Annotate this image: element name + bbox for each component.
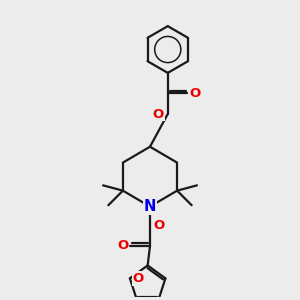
Text: O: O xyxy=(133,272,144,285)
Text: O: O xyxy=(154,219,165,232)
Text: O: O xyxy=(153,107,164,121)
Text: N: N xyxy=(144,199,156,214)
Text: O: O xyxy=(189,87,200,100)
Text: O: O xyxy=(117,239,128,252)
